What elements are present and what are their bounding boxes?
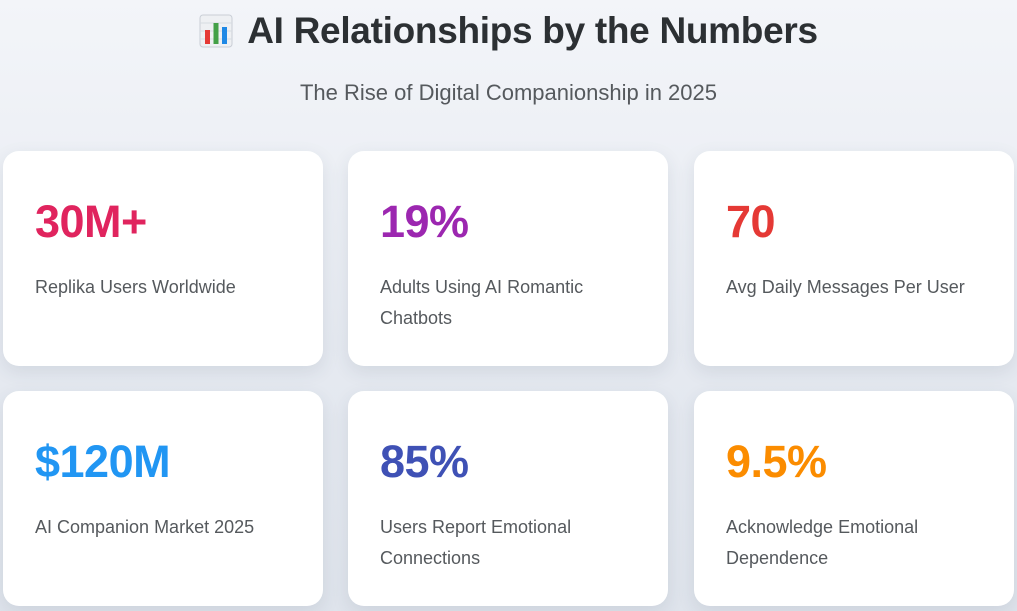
stat-label: Adults Using AI Romantic Chatbots — [380, 277, 584, 328]
page-header: AI Relationships by the Numbers — [0, 6, 1017, 56]
bar-chart-icon — [199, 14, 233, 48]
page-title: AI Relationships by the Numbers — [247, 10, 818, 51]
stat-label: Replika Users Worldwide — [35, 277, 236, 297]
stat-label: AI Companion Market 2025 — [35, 517, 255, 537]
stat-label: Acknowledge Emotional Dependence — [726, 517, 919, 568]
stat-value: 30M+ — [35, 196, 147, 247]
stat-card-romantic-chatbots: 19% Adults Using AI Romantic Chatbots — [348, 151, 668, 366]
page-subtitle: The Rise of Digital Companionship in 202… — [299, 80, 717, 105]
stat-card-replika-users: 30M+ Replika Users Worldwide — [3, 151, 323, 366]
stat-card-emotional-dependence: 9.5% Acknowledge Emotional Dependence — [694, 391, 1014, 606]
stat-value: 9.5% — [726, 436, 827, 487]
stat-card-emotional-connections: 85% Users Report Emotional Connections — [348, 391, 668, 606]
stat-value: $120M — [35, 436, 171, 487]
stat-value: 70 — [726, 196, 776, 247]
stat-value: 85% — [380, 436, 469, 487]
stat-label: Users Report Emotional Connections — [380, 517, 572, 568]
stat-label: Avg Daily Messages Per User — [726, 277, 965, 297]
stat-value: 19% — [380, 196, 469, 247]
stat-card-daily-messages: 70 Avg Daily Messages Per User — [694, 151, 1014, 366]
stat-card-market-size: $120M AI Companion Market 2025 — [3, 391, 323, 606]
